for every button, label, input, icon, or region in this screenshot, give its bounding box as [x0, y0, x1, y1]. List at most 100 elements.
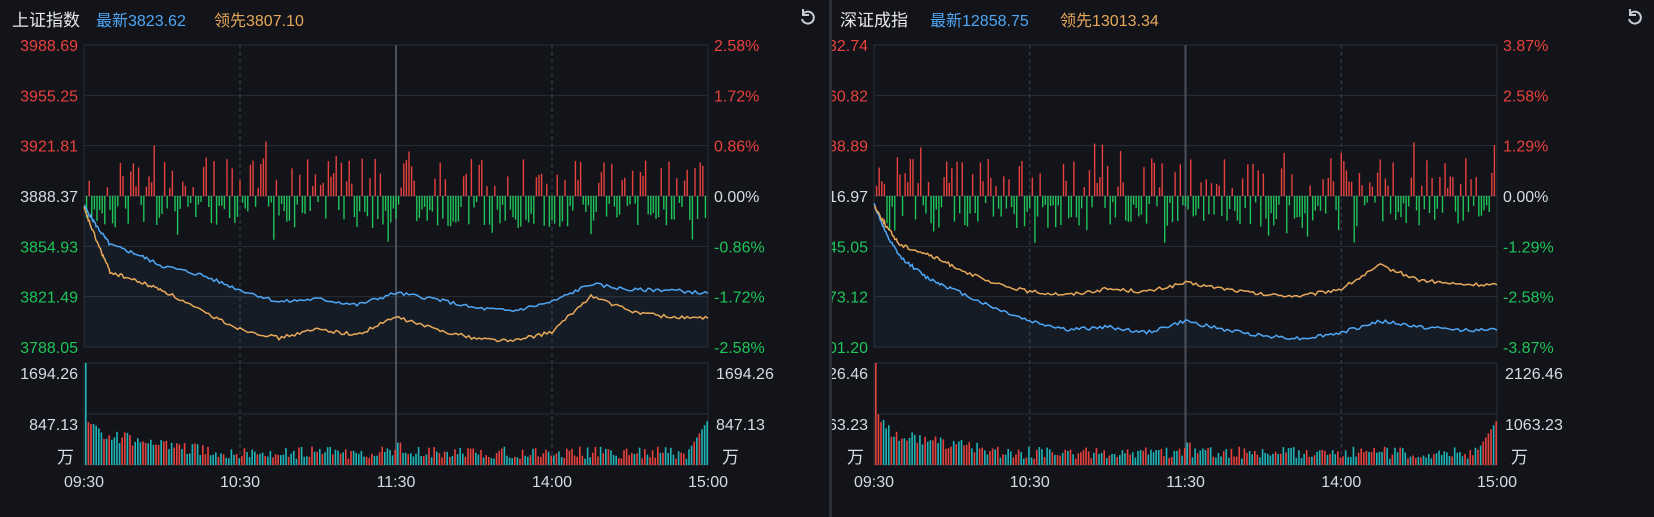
- volume-bar: [631, 452, 633, 465]
- volume-bar: [147, 443, 149, 465]
- volume-bar: [1378, 451, 1381, 465]
- volume-tick-label: 2126.46: [1505, 366, 1563, 383]
- volume-bar: [1098, 453, 1100, 465]
- volume-bar: [365, 456, 368, 465]
- volume-bar: [586, 447, 589, 465]
- volume-bar: [625, 448, 628, 465]
- volume-bar: [1119, 455, 1121, 465]
- reset-icon[interactable]: [797, 6, 819, 28]
- volume-bar: [316, 451, 318, 465]
- volume-bar: [1246, 452, 1248, 465]
- price-tick-label: 3788.05: [20, 340, 78, 357]
- percent-tick-label: 1.72%: [714, 88, 759, 105]
- volume-bar: [542, 453, 545, 465]
- volume-bar: [602, 453, 604, 465]
- volume-bar: [1404, 452, 1407, 465]
- volume-bar: [698, 433, 701, 465]
- volume-bar: [555, 453, 558, 465]
- lead-price-line: [83, 206, 709, 343]
- volume-bar: [636, 453, 638, 465]
- volume-bar: [571, 448, 573, 465]
- volume-bar: [1028, 446, 1030, 465]
- volume-bar: [1479, 445, 1482, 465]
- volume-bar: [121, 437, 123, 465]
- volume-bar: [558, 451, 560, 465]
- volume-bar: [293, 450, 295, 465]
- volume-bar: [1222, 451, 1225, 465]
- volume-bar: [311, 446, 313, 465]
- volume-bar: [952, 440, 955, 465]
- volume-bar: [1139, 449, 1142, 465]
- latest-price-line: [83, 204, 709, 313]
- intraday-chart[interactable]: 3988.69 3955.25 3921.81 3888.37 3854.93 3821.…: [0, 0, 829, 517]
- volume-bar: [363, 456, 365, 465]
- volume-bar: [350, 450, 352, 465]
- volume-bar: [683, 453, 685, 465]
- volume-bar: [566, 448, 568, 465]
- volume-bar: [1199, 450, 1202, 465]
- volume-bar: [196, 444, 199, 465]
- volume-bar: [493, 458, 495, 465]
- volume-bar: [999, 457, 1002, 465]
- volume-bar: [186, 454, 188, 465]
- volume-bar: [945, 448, 947, 465]
- volume-bar: [1399, 447, 1401, 465]
- volume-bar: [173, 447, 175, 465]
- volume-bar: [230, 449, 233, 465]
- volume-bar: [880, 422, 882, 465]
- volume-bar: [170, 442, 173, 465]
- price-tick-label: 3821.49: [20, 290, 78, 307]
- index-name: 上证指数: [12, 11, 80, 30]
- volume-bar: [514, 456, 516, 465]
- volume-bar: [1054, 454, 1056, 465]
- volume-bar: [1321, 449, 1324, 465]
- volume-bar: [446, 451, 448, 465]
- volume-bar: [1067, 451, 1069, 465]
- latest-price-line: [873, 202, 1498, 341]
- volume-bar: [1233, 456, 1235, 465]
- volume-bar: [1313, 455, 1316, 465]
- volume-bar: [251, 449, 253, 465]
- volume-bar: [103, 438, 105, 465]
- volume-bar: [321, 454, 324, 465]
- latest-area-fill: [84, 205, 708, 347]
- volume-bar: [404, 452, 407, 465]
- volume-bar: [1277, 454, 1279, 465]
- volume-bar: [150, 439, 152, 465]
- volume-bar: [1466, 458, 1469, 465]
- volume-bar: [1002, 454, 1004, 465]
- volume-bar: [1181, 455, 1183, 465]
- intraday-chart[interactable]: 13832.74 13660.82 13488.89 13316.97 13145.05…: [832, 0, 1654, 517]
- panel-header: 上证指数 最新3823.62 领先3807.10: [0, 0, 829, 34]
- volume-bar: [482, 457, 485, 465]
- volume-bar: [1305, 450, 1308, 465]
- volume-bar: [194, 443, 196, 465]
- volume-bar: [1464, 453, 1466, 465]
- volume-bar: [152, 444, 155, 465]
- index-name: 深证成指: [840, 11, 908, 30]
- reset-icon[interactable]: [1624, 6, 1646, 28]
- volume-bar: [347, 458, 350, 465]
- volume-bar: [965, 444, 968, 465]
- volume-bar: [1043, 457, 1046, 465]
- volume-bar: [1144, 447, 1147, 465]
- volume-bar: [924, 436, 926, 465]
- volume-bar: [1459, 452, 1461, 465]
- volume-bar: [1080, 452, 1082, 465]
- volume-bar: [1440, 454, 1443, 465]
- volume-bar: [612, 454, 615, 465]
- volume-bar: [563, 457, 565, 465]
- volume-bar: [287, 456, 290, 465]
- volume-bar: [274, 454, 277, 465]
- volume-bar: [1495, 421, 1498, 465]
- volume-bar: [1485, 437, 1487, 465]
- volume-bar: [994, 449, 997, 465]
- volume-tick-label: 1694.26: [716, 366, 774, 383]
- volume-tick-label: 2126.46: [832, 366, 868, 383]
- volume-bar: [688, 449, 690, 465]
- volume-bar: [568, 450, 571, 465]
- volume-bar: [529, 455, 532, 465]
- volume-bar: [981, 447, 984, 465]
- volume-bar: [1090, 458, 1093, 465]
- volume-bar: [399, 442, 402, 465]
